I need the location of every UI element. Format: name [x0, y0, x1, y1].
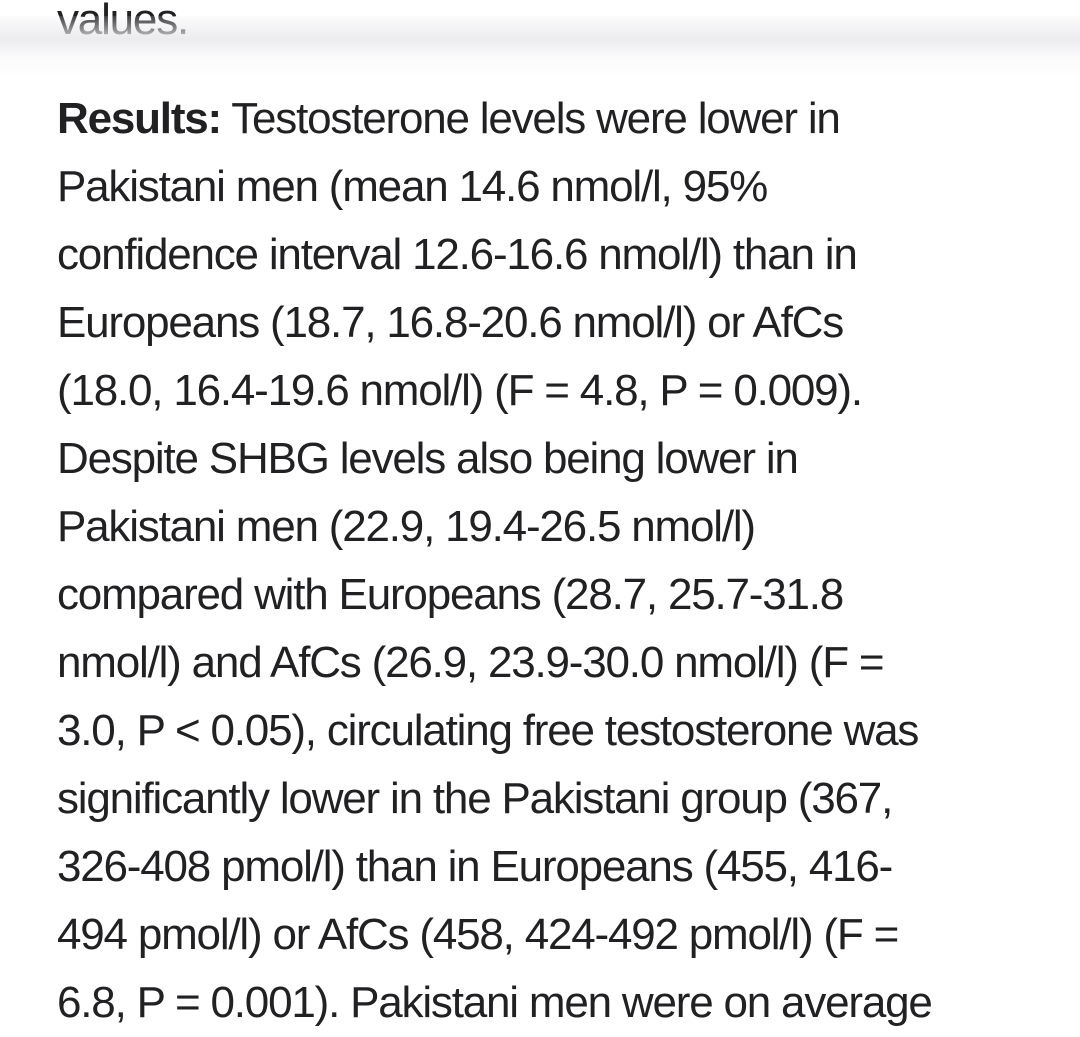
results-line: significantly lower in the Pakistani gro…	[57, 774, 893, 823]
results-line: Europeans (18.7, 16.8-20.6 nmol/l) or Af…	[57, 298, 844, 347]
results-section-label: Results:	[57, 94, 222, 143]
results-line: 3.0, P < 0.05), circulating free testost…	[57, 706, 919, 755]
results-line: 494 pmol/l) or AfCs (458, 424-492 pmol/l…	[57, 910, 899, 959]
results-line-text: Testosterone levels were lower in	[221, 94, 841, 143]
results-line: Results: Testosterone levels were lower …	[57, 85, 1050, 153]
results-line: (18.0, 16.4-19.6 nmol/l) (F = 4.8, P = 0…	[57, 366, 863, 415]
results-line: Despite SHBG levels also being lower in	[57, 434, 799, 483]
previous-paragraph-last-line: values.	[57, 0, 189, 44]
results-line: Pakistani men (mean 14.6 nmol/l, 95%	[57, 162, 768, 211]
results-line: confidence interval 12.6-16.6 nmol/l) th…	[57, 230, 858, 279]
results-line: 326-408 pmol/l) than in Europeans (455, …	[57, 842, 893, 891]
results-paragraph: Results: Testosterone levels were lower …	[57, 85, 1050, 1037]
results-line: Pakistani men (22.9, 19.4-26.5 nmol/l)	[57, 502, 756, 551]
results-line: 6.8, P = 0.001). Pakistani men were on a…	[57, 978, 933, 1027]
previous-paragraph-fragment: values.	[57, 0, 1040, 54]
results-line: nmol/l) and AfCs (26.9, 23.9-30.0 nmol/l…	[57, 638, 885, 687]
results-line: compared with Europeans (28.7, 25.7-31.8	[57, 570, 844, 619]
